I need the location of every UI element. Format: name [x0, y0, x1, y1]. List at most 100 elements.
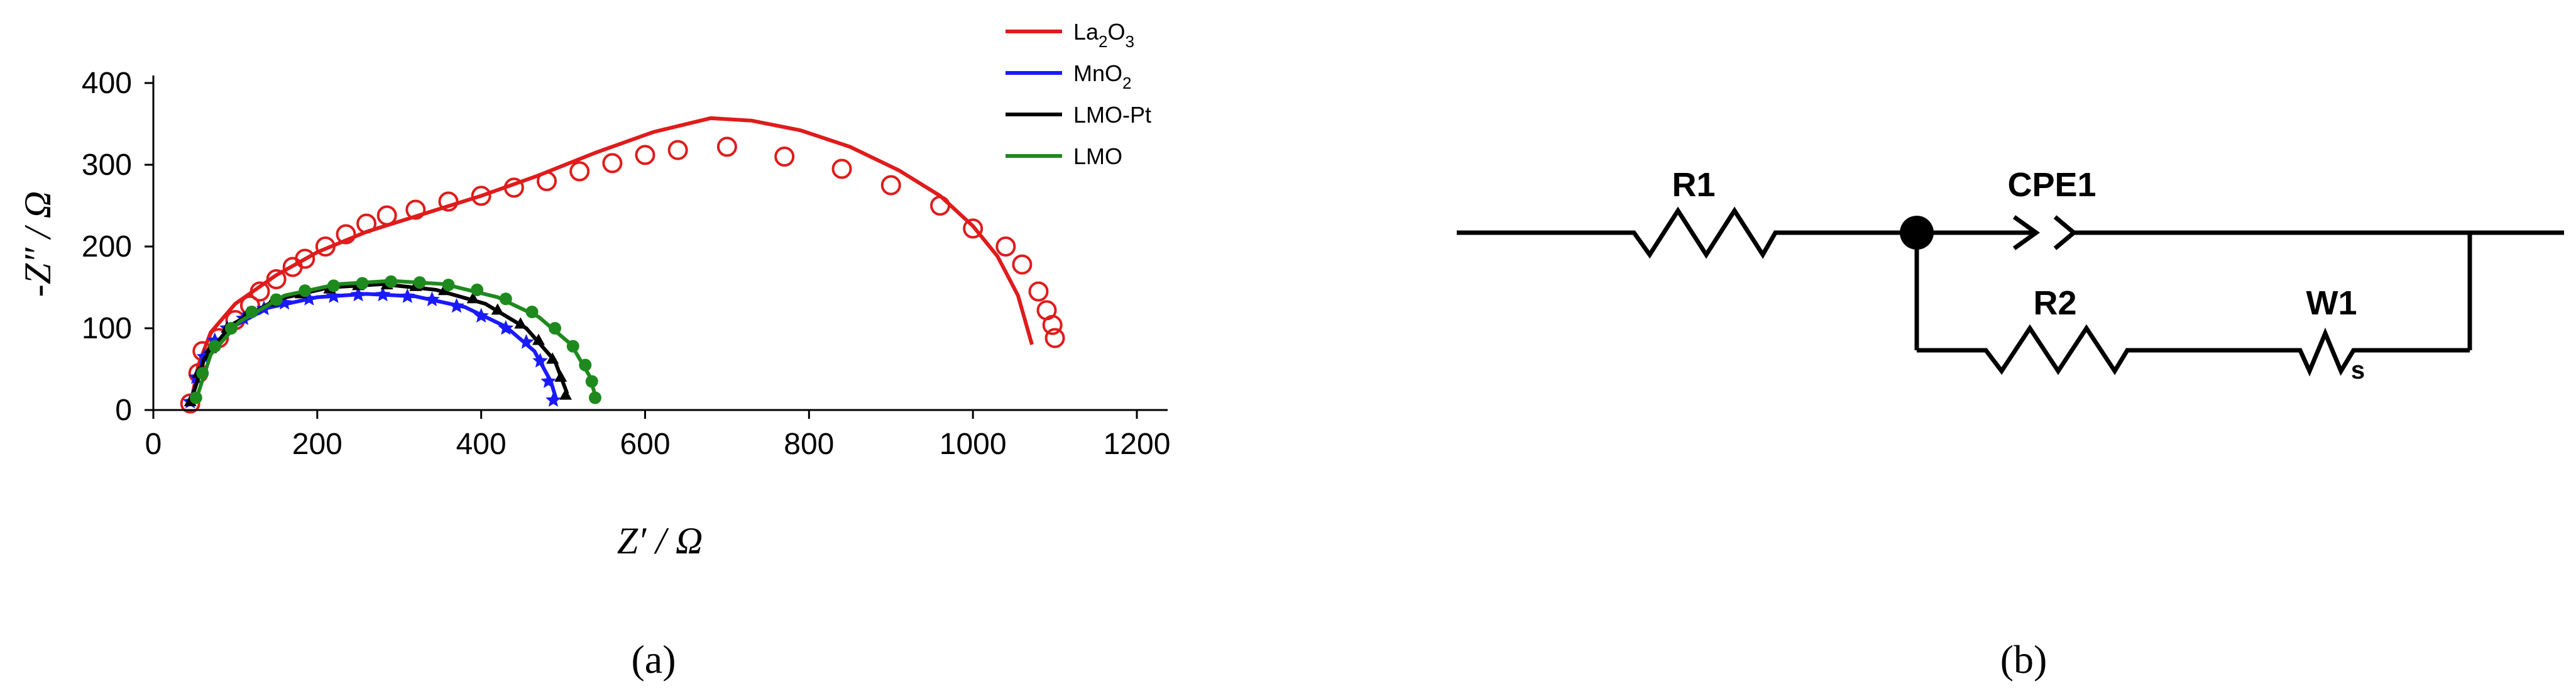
data-point: [413, 276, 426, 289]
legend-label: MnO2: [1073, 60, 1131, 92]
x-tick-label: 800: [784, 428, 834, 461]
data-point: [224, 322, 238, 335]
data-point: [546, 352, 559, 364]
data-point: [1028, 281, 1049, 302]
legend-item: La2O3: [1006, 19, 1134, 51]
data-point: [831, 158, 852, 179]
data-point: [471, 283, 484, 296]
data-point: [525, 306, 539, 318]
warburg-w1: [2288, 327, 2376, 377]
circuit-labels: R1 CPE1 R2 W1 s (b): [1672, 166, 2365, 682]
data-point: [667, 140, 688, 160]
data-point: [602, 153, 623, 174]
y-axis-label: -Z″ / Ω: [17, 191, 58, 297]
data-point: [588, 391, 601, 404]
data-point: [1044, 328, 1065, 348]
data-point: [774, 147, 795, 167]
data-point: [569, 161, 590, 182]
data-point: [930, 196, 950, 216]
data-point: [518, 334, 534, 349]
data-point: [270, 293, 283, 306]
data-point: [549, 322, 562, 335]
fit-line: [188, 292, 559, 404]
caption-a: (a): [631, 637, 676, 682]
data-point: [566, 340, 579, 353]
resistor-r1: [1621, 206, 1788, 259]
data-point: [449, 297, 464, 313]
data-point: [716, 136, 737, 157]
cpe1-chevron-left: [2012, 215, 2041, 250]
legend-item: MnO2: [1006, 60, 1131, 92]
cpe1-chevron-right: [2053, 215, 2078, 250]
data-point: [350, 286, 366, 302]
y-tick-label: 300: [82, 148, 132, 182]
data-point: [1042, 314, 1063, 335]
y-tick-label: 400: [82, 67, 132, 100]
data-point: [424, 291, 440, 306]
data-point: [559, 388, 572, 400]
x-tick-label: 200: [292, 428, 343, 461]
x-tick-label: 0: [145, 428, 162, 461]
data-point: [399, 288, 415, 303]
x-axis-label: Z′ / Ω: [617, 520, 703, 562]
data-point: [266, 269, 287, 289]
label-cpe1: CPE1: [2007, 166, 2096, 204]
data-point: [438, 191, 459, 212]
y-tick-label: 200: [82, 230, 132, 263]
data-point: [315, 236, 336, 257]
data-point: [880, 175, 901, 196]
data-point: [249, 281, 270, 302]
data-point: [326, 288, 342, 303]
legend: La2O3 MnO2 LMO-Pt LMO: [1006, 19, 1151, 169]
data-point: [498, 320, 514, 335]
data-point: [405, 199, 426, 220]
data-point: [537, 171, 557, 191]
data-point: [995, 236, 1016, 257]
x-tick-group: 0 200 400 600 800 1000 1200: [145, 410, 1171, 461]
data-point: [579, 358, 592, 372]
caption-b: (b): [2000, 637, 2047, 682]
data-point: [327, 279, 340, 292]
data-point: [963, 218, 984, 239]
equivalent-circuit-panel: [1457, 206, 2564, 377]
data-point: [499, 292, 512, 306]
plot-axes-group: [152, 75, 1168, 411]
data-point: [196, 367, 209, 380]
y-tick-label: 100: [82, 312, 132, 345]
data-point: [356, 213, 377, 234]
data-point: [376, 205, 397, 226]
y-tick-group: 0 100 200 300 400: [82, 67, 153, 427]
data-point: [471, 186, 491, 206]
data-point: [554, 370, 567, 382]
data-point: [442, 279, 455, 292]
plot-series-group: [180, 116, 1065, 414]
legend-label: LMO: [1073, 143, 1122, 169]
data-point: [473, 308, 489, 323]
data-point: [385, 275, 398, 288]
legend-label: LMO-Pt: [1073, 102, 1151, 128]
legend-item: LMO: [1006, 143, 1122, 169]
data-point: [295, 248, 315, 269]
data-point: [532, 333, 545, 345]
resistor-r2: [1973, 324, 2140, 375]
label-r1: R1: [1672, 166, 1715, 204]
legend-label: La2O3: [1073, 19, 1134, 51]
data-point: [356, 277, 369, 290]
data-point: [503, 177, 524, 198]
data-point: [545, 392, 561, 407]
label-w1: W1: [2306, 284, 2357, 322]
x-tick-label: 400: [456, 428, 507, 461]
x-tick-label: 600: [620, 428, 670, 461]
data-point: [208, 340, 221, 353]
data-point: [532, 353, 548, 368]
data-point: [245, 306, 258, 318]
data-point: [375, 286, 391, 302]
fit-line: [188, 116, 1034, 407]
data-point: [1012, 254, 1033, 275]
data-point: [466, 292, 480, 304]
data-point: [301, 291, 317, 306]
nyquist-plot-panel: 0 200 400 600 800 1000 1200 0 100 200 300 400 Z′ /…: [17, 19, 1170, 682]
x-tick-label: 1200: [1104, 428, 1171, 461]
data-point: [514, 317, 527, 329]
